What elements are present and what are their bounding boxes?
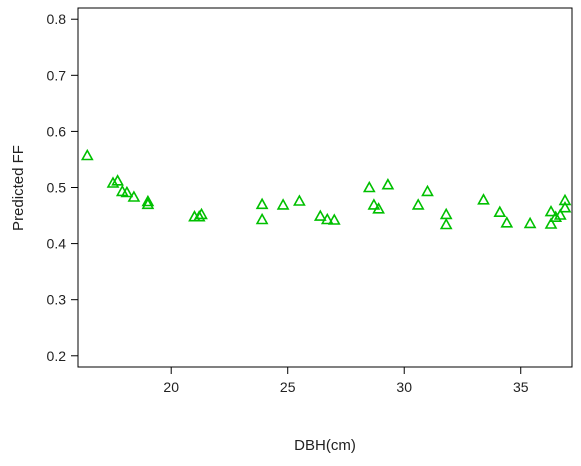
data-points bbox=[80, 148, 572, 230]
data-point-triangle bbox=[320, 212, 334, 225]
data-point-triangle bbox=[192, 210, 206, 222]
data-point-triangle bbox=[411, 198, 425, 210]
data-point-triangle bbox=[141, 197, 155, 210]
data-point-triangle bbox=[367, 198, 381, 210]
y-tick-label: 0.6 bbox=[47, 123, 67, 139]
x-axis: 20 25 30 35 bbox=[163, 367, 529, 395]
x-tick-label: 20 bbox=[163, 379, 179, 395]
data-point-triangle bbox=[477, 193, 490, 205]
data-point-triangle bbox=[255, 212, 269, 225]
data-point-triangle bbox=[276, 198, 290, 210]
data-point-triangle bbox=[558, 201, 572, 213]
y-axis: 0.2 0.3 0.4 0.5 0.6 0.7 0.8 bbox=[47, 11, 78, 364]
x-tick-label: 35 bbox=[513, 379, 529, 395]
data-point-triangle bbox=[141, 194, 155, 207]
data-point-triangle bbox=[111, 174, 124, 186]
data-point-triangle bbox=[362, 180, 376, 193]
data-point-triangle bbox=[293, 194, 306, 206]
data-point-triangle bbox=[544, 217, 558, 229]
data-point-triangle bbox=[493, 205, 507, 217]
data-point-triangle bbox=[327, 213, 341, 225]
data-point-triangle bbox=[558, 193, 572, 206]
x-tick-label: 25 bbox=[280, 379, 296, 395]
data-point-triangle bbox=[500, 216, 514, 228]
y-tick-label: 0.7 bbox=[47, 67, 67, 83]
data-point-triangle bbox=[439, 217, 453, 230]
data-point-triangle bbox=[544, 204, 558, 217]
x-axis-title: DBH(cm) bbox=[294, 437, 356, 454]
y-tick-label: 0.8 bbox=[47, 11, 67, 27]
data-point-triangle bbox=[381, 178, 395, 190]
data-point-triangle bbox=[255, 197, 269, 210]
data-point-triangle bbox=[106, 176, 120, 188]
data-point-triangle bbox=[372, 202, 385, 214]
y-tick-label: 0.2 bbox=[47, 348, 67, 364]
data-point-triangle bbox=[553, 208, 567, 220]
data-point-triangle bbox=[549, 210, 563, 222]
y-tick-label: 0.4 bbox=[47, 236, 67, 252]
y-tick-label: 0.5 bbox=[47, 180, 67, 196]
y-axis-title: Predicted FF bbox=[10, 145, 27, 231]
x-tick-label: 30 bbox=[396, 379, 412, 395]
data-point-triangle bbox=[127, 190, 141, 202]
data-point-triangle bbox=[421, 184, 434, 197]
data-point-triangle bbox=[80, 148, 94, 161]
plot-frame bbox=[77, 7, 573, 368]
data-point-triangle bbox=[195, 207, 208, 220]
y-tick-label: 0.3 bbox=[47, 292, 67, 308]
data-point-triangle bbox=[523, 216, 537, 229]
data-point-triangle bbox=[313, 209, 327, 221]
data-point-triangle bbox=[439, 207, 453, 220]
data-point-triangle bbox=[120, 185, 134, 198]
